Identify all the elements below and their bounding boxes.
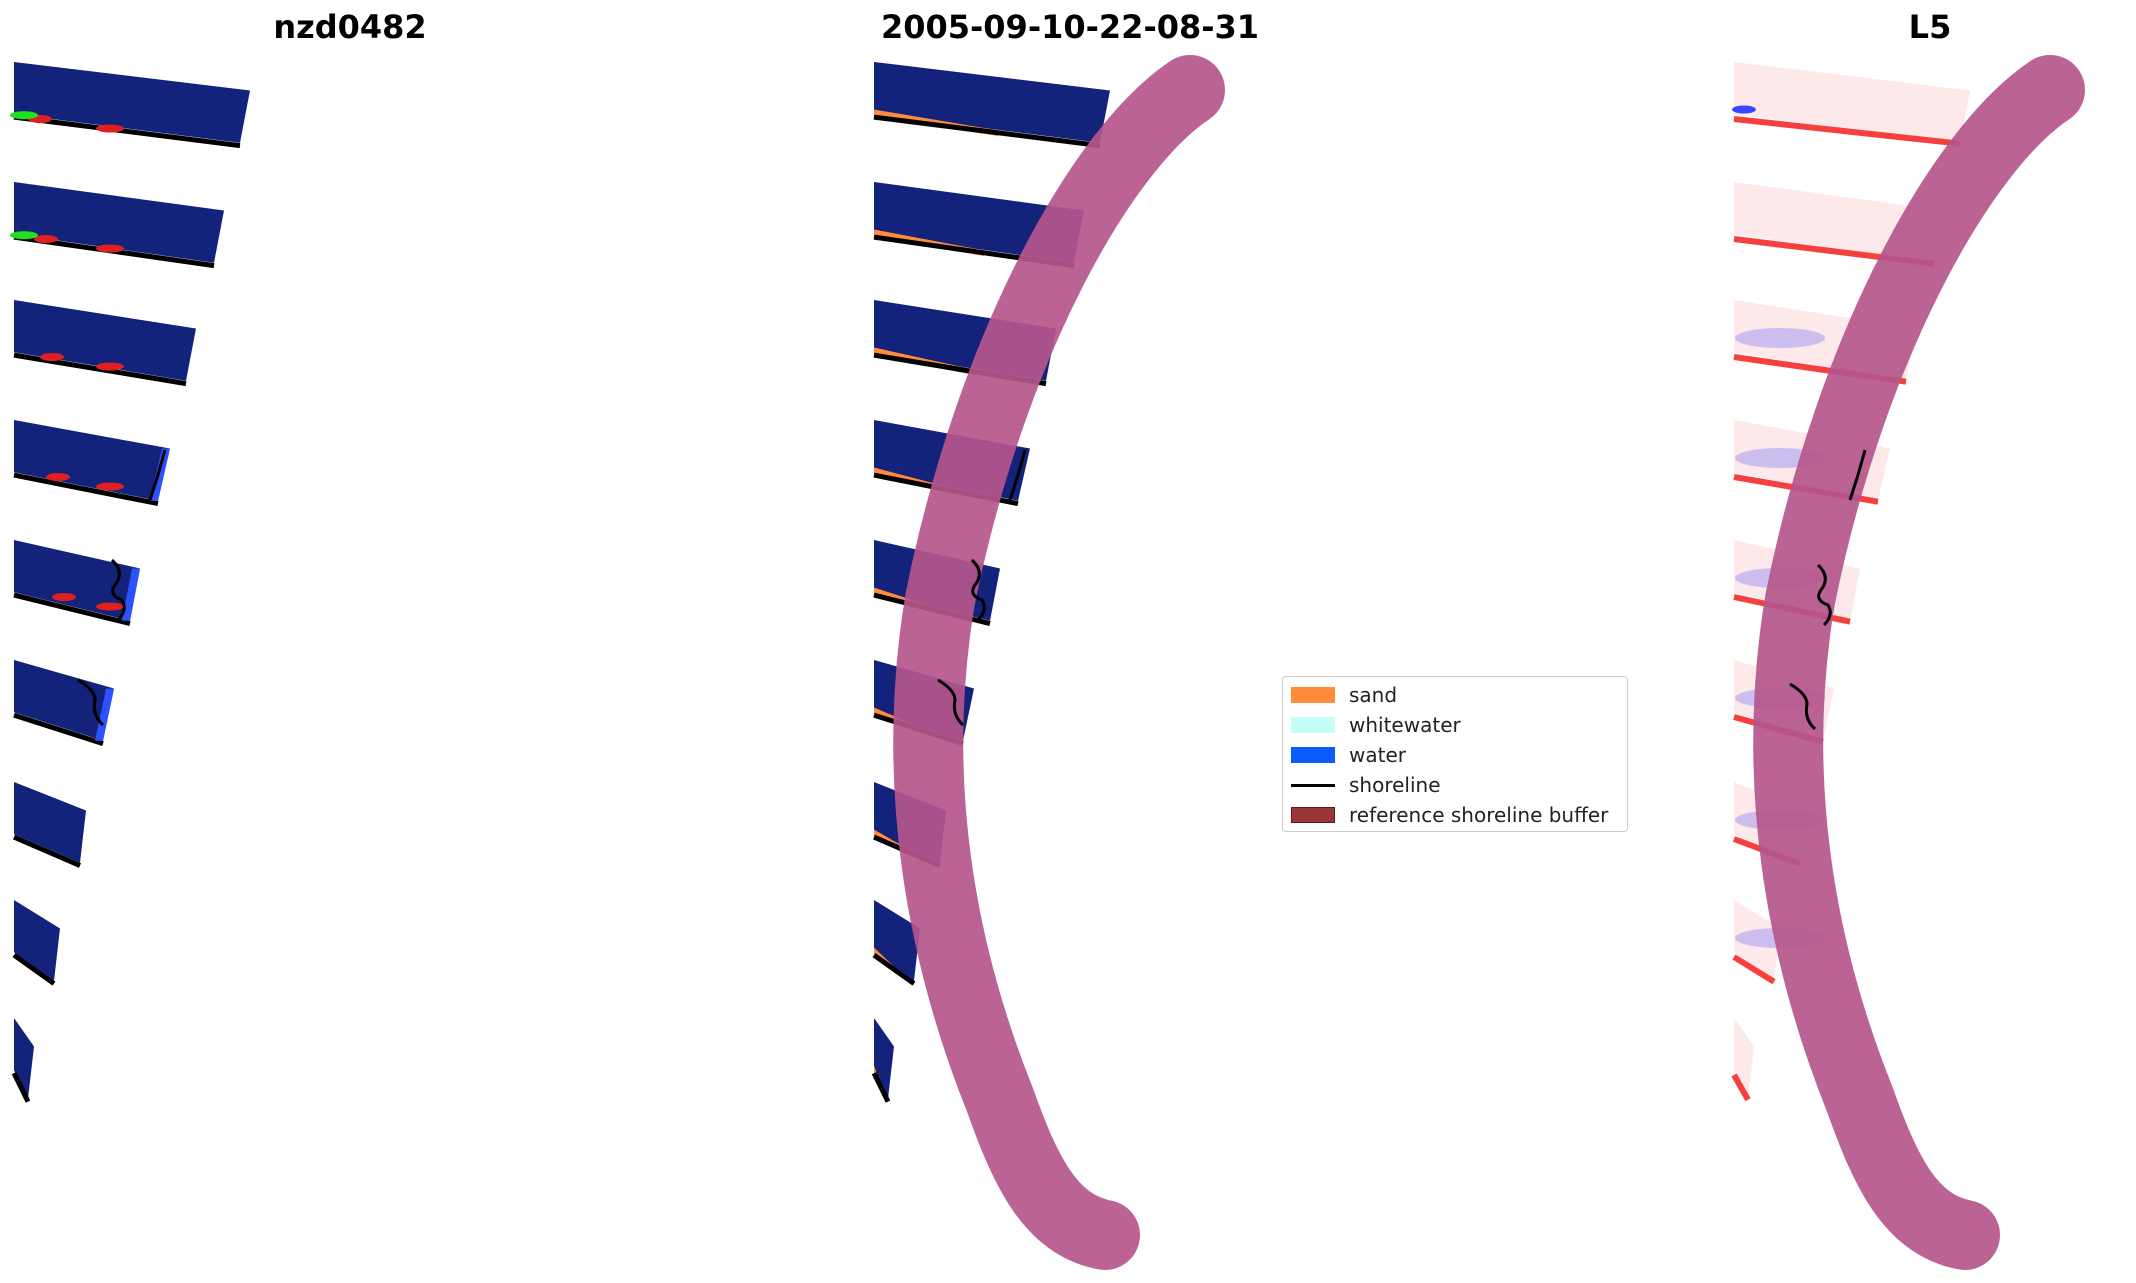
strip-edge	[13, 834, 81, 868]
green-pixels	[10, 231, 38, 240]
index-strip	[1734, 62, 1970, 143]
red-pixels	[96, 244, 124, 253]
panel-title-satellite: L5	[1908, 8, 1952, 46]
image-strip	[874, 900, 920, 981]
legend-swatch-sand	[1291, 687, 1335, 703]
index-image	[1731, 55, 2085, 1270]
shoreline-line	[970, 558, 986, 622]
image-strip	[14, 540, 140, 621]
legend-item-whitewater: whitewater	[1283, 710, 1627, 738]
strip-edge	[873, 114, 1101, 149]
strip-edge	[13, 592, 131, 627]
legend: sand whitewater water shoreline referenc…	[1282, 676, 1628, 832]
legend-label-whitewater: whitewater	[1349, 713, 1461, 737]
index-strip	[1734, 900, 1780, 981]
image-strip	[14, 782, 86, 863]
water-edge	[122, 568, 140, 621]
red-pixels	[40, 353, 64, 361]
image-strip	[14, 900, 60, 981]
green-pixels	[10, 111, 38, 120]
shoreline-line	[1008, 449, 1027, 501]
strip-edge	[13, 712, 104, 746]
legend-item-water: water	[1283, 740, 1627, 768]
panel-title-site: nzd0482	[273, 8, 427, 46]
image-strip	[874, 1018, 894, 1099]
image-strip	[14, 1018, 34, 1099]
strip-edge	[13, 472, 159, 507]
image-strip	[14, 660, 114, 741]
red-pixels	[96, 482, 124, 491]
legend-item-shoreline: shoreline	[1283, 770, 1627, 798]
legend-label-sand: sand	[1349, 683, 1398, 707]
panel-title-date: 2005-09-10-22-08-31	[880, 8, 1260, 46]
shoreline-line	[937, 678, 965, 727]
index-panel: L5	[1720, 0, 2136, 1283]
shoreline-line	[77, 678, 105, 727]
positive-index-edge	[1731, 1073, 1751, 1102]
red-pixels	[34, 235, 58, 243]
strip-edge	[872, 953, 916, 986]
negative-index-pixels	[1732, 105, 1756, 114]
image-strip	[14, 182, 224, 263]
image-strip	[14, 62, 250, 143]
red-pixels	[96, 602, 124, 611]
strip-edge	[871, 1071, 891, 1103]
red-pixels	[46, 473, 70, 481]
red-pixels	[52, 593, 76, 601]
red-pixels	[96, 362, 124, 371]
water-edge	[95, 688, 114, 741]
reference-shoreline-buffer	[893, 55, 1225, 1270]
strip-edge	[13, 114, 241, 149]
strip-edge	[13, 352, 187, 387]
rgb-image	[10, 62, 250, 1103]
image-strip	[14, 300, 196, 381]
strip-edge	[11, 1071, 31, 1103]
legend-swatch-whitewater	[1291, 717, 1335, 733]
legend-label-shoreline: shoreline	[1349, 773, 1441, 797]
negative-index-pixels	[1735, 328, 1825, 348]
shoreline-line	[110, 558, 126, 622]
image-strip	[14, 420, 170, 501]
legend-item-buffer: reference shoreline buffer	[1283, 800, 1627, 828]
positive-index-edge	[1733, 116, 1961, 147]
red-pixels	[96, 124, 124, 133]
classified-image	[871, 55, 1225, 1270]
reference-shoreline-buffer	[1753, 55, 2085, 1270]
image-strip	[874, 62, 1110, 143]
shoreline-line	[1816, 563, 1832, 627]
strip-edge	[12, 953, 56, 986]
shoreline-line	[148, 449, 167, 501]
legend-item-sand: sand	[1283, 680, 1627, 708]
legend-label-water: water	[1349, 743, 1406, 767]
shoreline-line	[1789, 682, 1817, 731]
legend-label-buffer: reference shoreline buffer	[1349, 803, 1609, 827]
legend-swatch-water	[1291, 747, 1335, 763]
classified-panel: 2005-09-10-22-08-31	[860, 0, 1280, 1283]
shoreline-line	[1848, 449, 1867, 501]
positive-index-edge	[1732, 954, 1776, 985]
rgb-panel: nzd0482	[0, 0, 700, 1283]
legend-swatch-shoreline	[1291, 784, 1335, 787]
legend-swatch-buffer	[1291, 807, 1335, 823]
